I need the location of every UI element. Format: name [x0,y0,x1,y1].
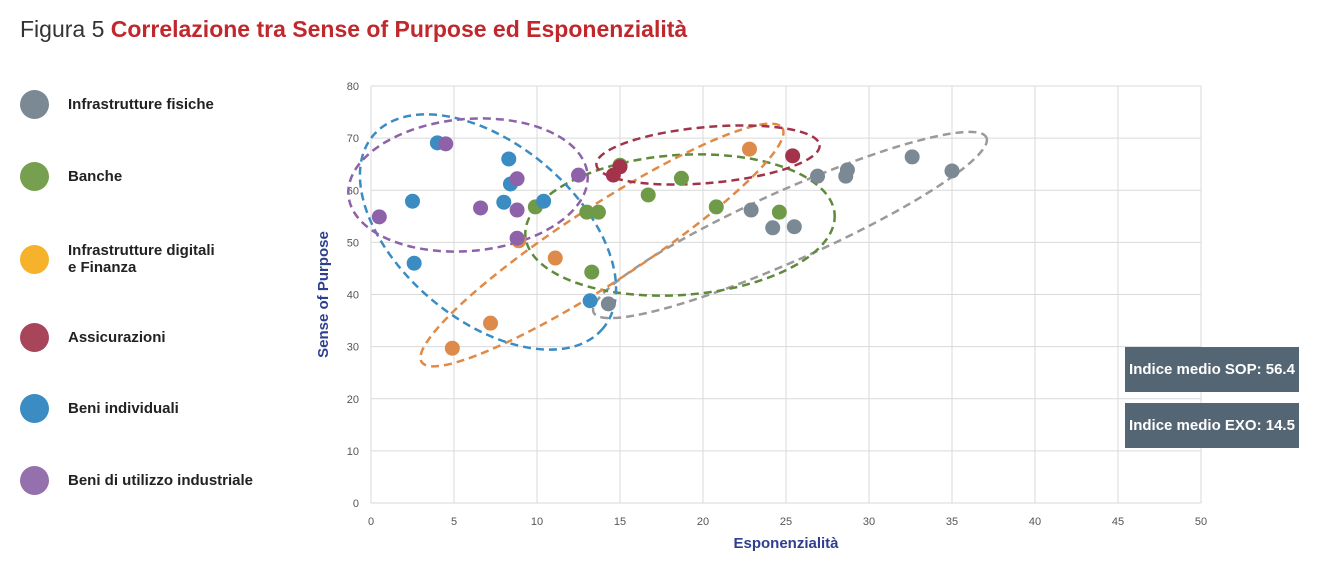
legend-item: Banche [20,162,268,191]
data-point [579,204,595,220]
x-tick-label: 50 [1195,516,1207,528]
data-point [483,315,499,331]
x-axis-label: Esponenzialità [733,535,839,552]
y-tick-label: 50 [347,237,359,249]
data-point [839,162,855,178]
data-point [501,151,517,167]
legend-label: Banche [68,168,123,185]
data-point [571,167,586,183]
data-point [904,149,920,165]
data-point [640,187,656,203]
y-tick-label: 20 [347,394,359,406]
x-tick-label: 15 [614,516,626,528]
x-tick-label: 45 [1112,516,1124,528]
legend-label: Assicurazioni [68,329,166,346]
x-tick-label: 5 [451,516,457,528]
data-point [708,199,724,215]
y-tick-label: 0 [353,498,359,510]
data-point [944,163,960,179]
legend-marker [20,90,49,119]
legend-item: Infrastrutture digitali e Finanza [20,242,268,276]
data-point [547,250,563,266]
data-point [509,230,525,246]
x-tick-label: 20 [697,516,709,528]
legend-marker [20,394,49,423]
data-point [771,204,787,220]
legend-marker [20,244,49,274]
data-point [584,264,600,280]
legend-item: Infrastrutture fisiche [20,90,268,119]
data-point [786,219,802,235]
cluster-ellipse [419,122,785,368]
data-point [590,204,606,220]
data-point [600,296,616,312]
y-axis-label: Sense of Purpose [315,231,332,358]
legend-marker [20,162,49,191]
legend-label: Beni di utilizzo industriale [68,472,254,489]
legend-label: Infrastrutture fisiche [68,96,214,113]
sop-average-label: Indice medio SOP: 56.4 [1129,361,1295,378]
data-point [371,209,387,225]
figure-number: Figura 5 [20,16,105,42]
y-tick-label: 40 [347,290,359,302]
legend-item: Beni di utilizzo industriale [20,466,268,495]
data-point [582,293,598,309]
x-tick-label: 35 [946,516,958,528]
cluster-ellipse [595,124,821,186]
data-point [496,194,512,210]
exo-average-label: Indice medio EXO: 14.5 [1129,417,1295,434]
figure-heading: Correlazione tra Sense of Purpose ed Esp… [110,16,688,42]
data-point [509,171,525,187]
data-point [785,148,801,164]
data-point [673,170,689,186]
data-point [509,202,525,218]
x-tick-label: 10 [531,516,543,528]
legend-marker [20,466,49,495]
cluster-ellipse [591,130,989,320]
legend-label: Beni individuali [68,400,179,417]
x-tick-label: 0 [368,516,374,528]
x-tick-label: 25 [780,516,792,528]
y-tick-label: 80 [347,81,359,93]
y-tick-label: 70 [347,133,359,145]
data-point [405,193,420,209]
data-point [765,220,781,236]
data-point [473,200,489,216]
y-tick-label: 10 [347,446,359,458]
cluster-ellipse [524,153,836,297]
data-point [810,168,826,184]
exo-average-box: Indice medio EXO: 14.5 [1125,403,1299,448]
data-point [741,141,757,157]
legend-label: Infrastrutture digitali e Finanza [68,242,215,276]
data-point [438,136,454,152]
legend-item: Assicurazioni [20,323,268,352]
x-tick-label: 30 [863,516,875,528]
x-tick-label: 40 [1029,516,1041,528]
y-tick-label: 60 [347,185,359,197]
cluster-ellipse [358,113,618,351]
data-point [406,255,422,271]
cluster-ellipse [347,117,589,253]
data-point [536,193,552,209]
y-tick-label: 30 [347,342,359,354]
legend-item: Beni individuali [20,394,268,423]
sop-average-box: Indice medio SOP: 56.4 [1125,347,1299,392]
data-point [612,159,628,175]
data-point [743,202,759,218]
data-point [444,340,460,356]
figure-title: Figura 5 Correlazione tra Sense of Purpo… [20,16,687,43]
legend-marker [20,323,49,352]
